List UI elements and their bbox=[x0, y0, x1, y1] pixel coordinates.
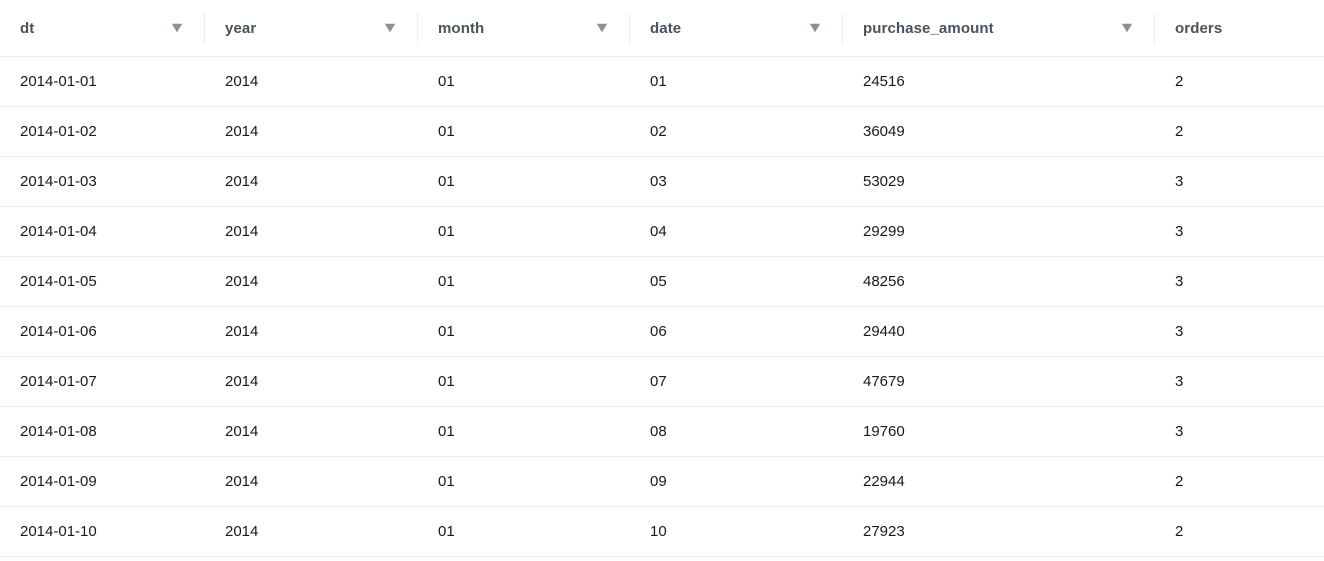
table-cell: 07 bbox=[650, 373, 667, 390]
table-row: 2014-01-03 2014 01 03 53029 3 bbox=[0, 157, 1324, 207]
table-cell: 29440 bbox=[863, 323, 905, 340]
table-cell: 3 bbox=[1175, 173, 1184, 190]
table-cell: 10 bbox=[650, 523, 667, 540]
table-row: 2014-01-09 2014 01 09 22944 2 bbox=[0, 457, 1324, 507]
table-cell: 2 bbox=[1175, 473, 1184, 490]
column-header[interactable]: year bbox=[205, 0, 418, 56]
table-row: 2014-01-06 2014 01 06 29440 3 bbox=[0, 307, 1324, 357]
table-cell: 05 bbox=[650, 273, 667, 290]
filter-caret-icon[interactable] bbox=[596, 23, 608, 33]
table-cell: 2014-01-03 bbox=[20, 173, 97, 190]
table-cell: 01 bbox=[438, 373, 455, 390]
table-header: dt year month date p bbox=[0, 0, 1324, 57]
table-cell: 47679 bbox=[863, 373, 905, 390]
table-row: 2014-01-08 2014 01 08 19760 3 bbox=[0, 407, 1324, 457]
table-cell: 53029 bbox=[863, 173, 905, 190]
table-cell: 01 bbox=[438, 323, 455, 340]
column-header[interactable]: dt bbox=[0, 0, 205, 56]
table-cell: 2014 bbox=[225, 223, 259, 240]
table-cell: 2 bbox=[1175, 523, 1184, 540]
table-cell: 2014-01-01 bbox=[20, 73, 97, 90]
table-cell: 01 bbox=[438, 273, 455, 290]
table-cell: 2014 bbox=[225, 373, 259, 390]
table-row: 2014-01-07 2014 01 07 47679 3 bbox=[0, 357, 1324, 407]
table-cell: 2014 bbox=[225, 123, 259, 140]
table-cell: 2014 bbox=[225, 173, 259, 190]
table-cell: 2 bbox=[1175, 123, 1184, 140]
table-cell: 2014-01-02 bbox=[20, 123, 97, 140]
column-divider bbox=[204, 13, 205, 44]
column-header[interactable]: date bbox=[630, 0, 843, 56]
column-label: orders bbox=[1175, 19, 1223, 37]
table-cell: 2014 bbox=[225, 473, 259, 490]
table-cell: 01 bbox=[438, 173, 455, 190]
column-label: year bbox=[225, 19, 257, 37]
table-cell: 22944 bbox=[863, 473, 905, 490]
table-cell: 01 bbox=[438, 523, 455, 540]
column-header[interactable]: month bbox=[418, 0, 630, 56]
column-label: date bbox=[650, 19, 682, 37]
table-cell: 09 bbox=[650, 473, 667, 490]
table-row: 2014-01-01 2014 01 01 24516 2 bbox=[0, 57, 1324, 107]
table-cell: 3 bbox=[1175, 423, 1184, 440]
column-header[interactable]: orders bbox=[1155, 0, 1324, 56]
table-row: 2014-01-10 2014 01 10 27923 2 bbox=[0, 507, 1324, 557]
table-cell: 2014 bbox=[225, 323, 259, 340]
column-label: month bbox=[438, 19, 485, 37]
table-cell: 01 bbox=[438, 423, 455, 440]
table-row: 2014-01-04 2014 01 04 29299 3 bbox=[0, 207, 1324, 257]
table-cell: 3 bbox=[1175, 223, 1184, 240]
table-cell: 2014 bbox=[225, 423, 259, 440]
filter-caret-icon[interactable] bbox=[171, 23, 183, 33]
table-cell: 08 bbox=[650, 423, 667, 440]
table-cell: 2014 bbox=[225, 523, 259, 540]
column-divider bbox=[1154, 13, 1155, 44]
table-cell: 2014-01-09 bbox=[20, 473, 97, 490]
filter-caret-icon[interactable] bbox=[809, 23, 821, 33]
table-row: 2014-01-05 2014 01 05 48256 3 bbox=[0, 257, 1324, 307]
table-cell: 01 bbox=[438, 223, 455, 240]
table-cell: 03 bbox=[650, 173, 667, 190]
filter-caret-icon[interactable] bbox=[1121, 23, 1133, 33]
table-cell: 3 bbox=[1175, 323, 1184, 340]
table-cell: 48256 bbox=[863, 273, 905, 290]
table-cell: 29299 bbox=[863, 223, 905, 240]
table-cell: 2014-01-04 bbox=[20, 223, 97, 240]
table-cell: 04 bbox=[650, 223, 667, 240]
table-cell: 3 bbox=[1175, 373, 1184, 390]
table-cell: 2014 bbox=[225, 73, 259, 90]
table-cell: 27923 bbox=[863, 523, 905, 540]
table-body: 2014-01-01 2014 01 01 24516 2 2014-01-02 2014 01… bbox=[0, 57, 1324, 557]
table-cell: 2014-01-10 bbox=[20, 523, 97, 540]
table-cell: 24516 bbox=[863, 73, 905, 90]
column-label: purchase_amount bbox=[863, 19, 994, 37]
column-divider bbox=[842, 13, 843, 44]
table-cell: 36049 bbox=[863, 123, 905, 140]
table-cell: 2014 bbox=[225, 273, 259, 290]
column-header[interactable]: purchase_amount bbox=[843, 0, 1155, 56]
column-divider bbox=[417, 13, 418, 44]
table-cell: 3 bbox=[1175, 273, 1184, 290]
table-cell: 2014-01-06 bbox=[20, 323, 97, 340]
table-cell: 01 bbox=[438, 123, 455, 140]
table-cell: 01 bbox=[438, 473, 455, 490]
table-cell: 01 bbox=[438, 73, 455, 90]
table-cell: 19760 bbox=[863, 423, 905, 440]
table-cell: 2014-01-08 bbox=[20, 423, 97, 440]
column-divider bbox=[629, 13, 630, 44]
table-cell: 06 bbox=[650, 323, 667, 340]
table-cell: 01 bbox=[650, 73, 667, 90]
table-cell: 2014-01-07 bbox=[20, 373, 97, 390]
filter-caret-icon[interactable] bbox=[384, 23, 396, 33]
table-row: 2014-01-02 2014 01 02 36049 2 bbox=[0, 107, 1324, 157]
table-cell: 2014-01-05 bbox=[20, 273, 97, 290]
table-cell: 02 bbox=[650, 123, 667, 140]
table-cell: 2 bbox=[1175, 73, 1184, 90]
column-label: dt bbox=[20, 19, 35, 37]
